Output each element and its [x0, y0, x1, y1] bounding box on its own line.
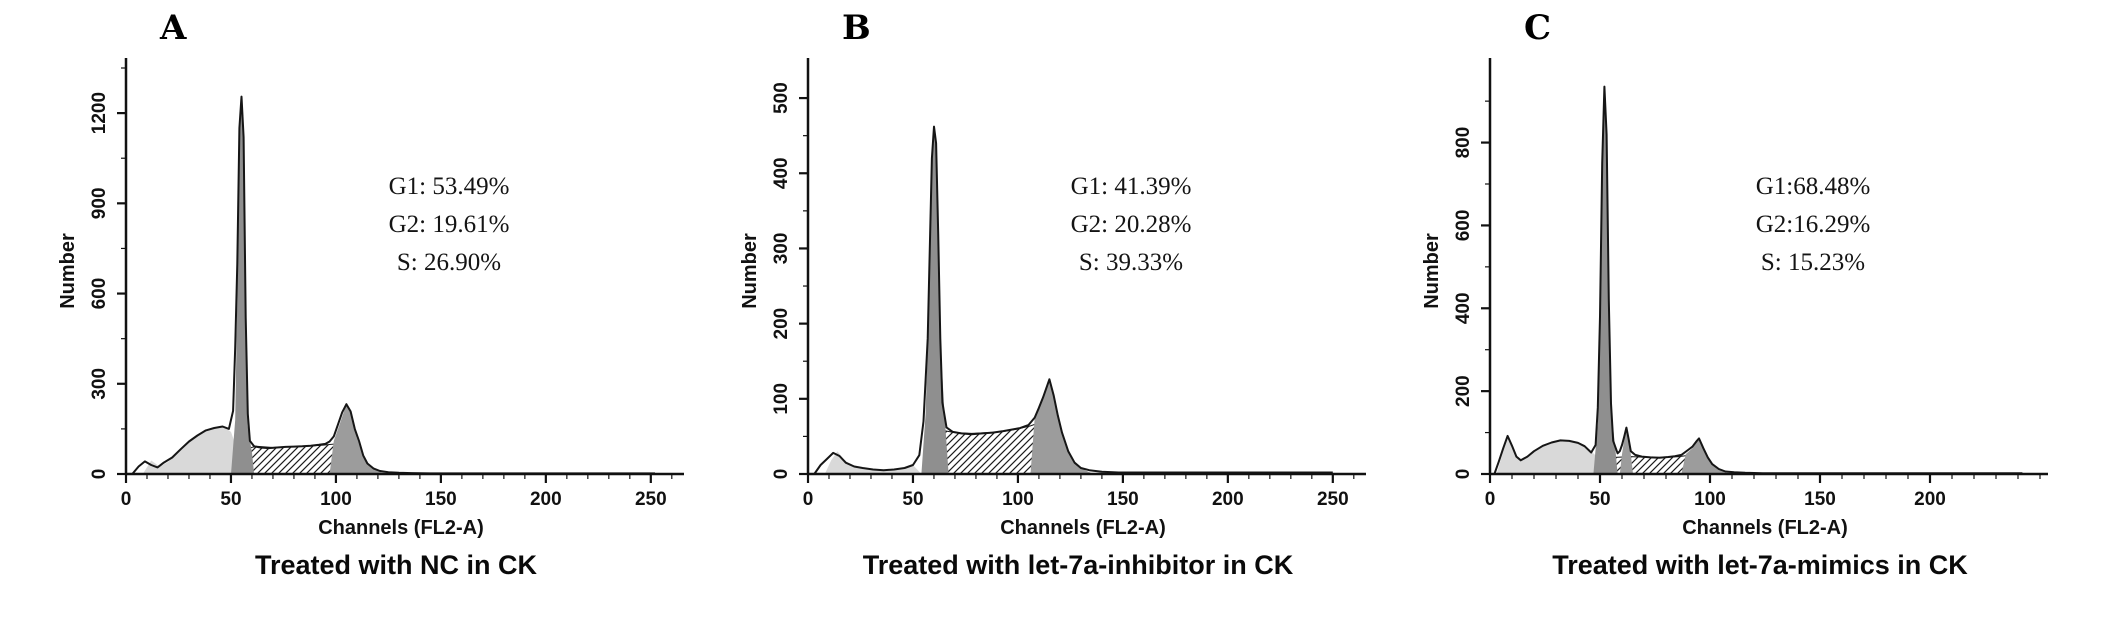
x-tick-label: 250: [1317, 489, 1349, 510]
y-tick-label: 400: [771, 157, 792, 189]
panel-b: B 0 50 100 150 200 250 0 100 200 300 400 500 Channel…: [730, 8, 1390, 581]
g2-stat: G2: 19.61%: [388, 211, 510, 238]
x-tick-label: 200: [1212, 489, 1244, 510]
x-tick-label: 250: [635, 489, 667, 510]
panel-c: C 0 50 100 150 200 0 200 400 600 800 Channels (FL2…: [1412, 8, 2072, 581]
minor-peak-region: [1619, 427, 1633, 474]
panel-a-caption: Treated with NC in CK: [254, 550, 538, 580]
y-tick-label: 200: [1453, 375, 1474, 407]
s-stat: S: 39.33%: [1078, 249, 1184, 276]
panel-b-label: B: [842, 8, 871, 48]
x-tick-label: 0: [121, 489, 132, 510]
y-tick-label: 0: [1453, 469, 1474, 480]
g1-peak-region: [231, 96, 255, 474]
y-tick-label: 800: [1453, 127, 1474, 159]
y-tick-label: 0: [89, 469, 110, 480]
g1-peak-region: [921, 126, 949, 474]
y-axis-label: Number: [739, 233, 761, 309]
g2-stat: G2: 20.28%: [1070, 211, 1192, 238]
x-tick-label: 150: [425, 489, 457, 510]
y-tick-label: 0: [771, 469, 792, 480]
x-tick-label: 200: [530, 489, 562, 510]
panel-c-plot-area: 0 50 100 150 200 0 200 400 600 800 Channels (FL2-A…: [1412, 46, 2052, 546]
g1-stat: G1: 53.49%: [388, 173, 510, 200]
panel-b-plot-area: 0 50 100 150 200 250 0 100 200 300 400 500 Channels …: [730, 46, 1370, 546]
s-phase-region: [941, 422, 1044, 475]
y-tick-label: 500: [771, 82, 792, 114]
y-tick-label: 300: [771, 233, 792, 265]
panel-c-label: C: [1524, 8, 1552, 48]
x-tick-label: 100: [1694, 489, 1726, 510]
s-stat: S: 15.23%: [1760, 249, 1866, 276]
histogram-trace: [813, 125, 1333, 475]
y-tick-label: 600: [1453, 210, 1474, 242]
x-tick-label: 200: [1914, 489, 1946, 510]
y-tick-label: 400: [1453, 292, 1474, 324]
x-tick-label: 150: [1107, 489, 1139, 510]
flow-cytometry-figure: A 0 50 100 150 200 250 0 300 600 900 1200 Channels …: [48, 8, 2072, 581]
x-tick-label: 50: [220, 489, 241, 510]
histogram-trace: [1493, 85, 2023, 475]
y-tick-label: 100: [771, 383, 792, 415]
g1-stat: G1:68.48%: [1755, 173, 1871, 200]
y-axis-label: Number: [1421, 233, 1443, 309]
x-tick-label: 50: [1589, 489, 1610, 510]
x-tick-label: 150: [1804, 489, 1836, 510]
flow-histogram-svg: 0 50 100 150 200 250 0 300 600 900 1200 Channels (F…: [57, 58, 684, 539]
panel-c-caption: Treated with let-7a-mimics in CK: [1552, 550, 1968, 580]
panel-b-caption: Treated with let-7a-inhibitor in CK: [862, 550, 1294, 580]
debris-region: [824, 451, 922, 474]
y-tick-label: 200: [771, 308, 792, 340]
panel-a-plot-area: 0 50 100 150 200 250 0 300 600 900 1200 Channels (F…: [48, 46, 688, 546]
panel-b-histogram-plot: 0 50 100 150 200 250 0 100 200 300 400 500 Channels …: [730, 46, 1370, 546]
flow-histogram-svg: 0 50 100 150 200 0 200 400 600 800 Channels (FL2-A…: [1421, 58, 2048, 539]
y-tick-label: 600: [89, 278, 110, 310]
panel-b-phase-stats: G1: 41.39% G2: 20.28% S: 39.33%: [1026, 168, 1236, 282]
debris-region: [142, 426, 244, 474]
g2-peak-region: [1030, 379, 1094, 474]
histogram-trace: [131, 95, 655, 475]
x-tick-label: 0: [803, 489, 814, 510]
y-tick-label: 900: [89, 187, 110, 219]
flow-histogram-svg: 0 50 100 150 200 250 0 100 200 300 400 500 Channels …: [739, 58, 1366, 539]
x-tick-label: 0: [1485, 489, 1496, 510]
panel-c-histogram-plot: 0 50 100 150 200 0 200 400 600 800 Channels (FL2-A…: [1412, 46, 2052, 546]
panel-a: A 0 50 100 150 200 250 0 300 600 900 1200 Channels …: [48, 8, 708, 581]
g2-stat: G2:16.29%: [1755, 211, 1871, 238]
y-axis-label: Number: [57, 233, 79, 309]
y-tick-label: 300: [89, 368, 110, 400]
x-axis-label: Channels (FL2-A): [1682, 517, 1848, 539]
panel-a-histogram-plot: 0 50 100 150 200 250 0 300 600 900 1200 Channels (F…: [48, 46, 688, 546]
g2-peak-region: [329, 404, 387, 474]
debris-region: [1496, 435, 1603, 474]
x-tick-label: 100: [1002, 489, 1034, 510]
x-tick-label: 50: [902, 489, 923, 510]
x-tick-label: 100: [320, 489, 352, 510]
g1-stat: G1: 41.39%: [1070, 173, 1192, 200]
panel-c-phase-stats: G1:68.48% G2:16.29% S: 15.23%: [1708, 168, 1918, 282]
panel-a-phase-stats: G1: 53.49% G2: 19.61% S: 26.90%: [344, 168, 554, 282]
x-axis-label: Channels (FL2-A): [1000, 517, 1166, 539]
g2-peak-region: [1681, 438, 1728, 474]
y-tick-label: 1200: [89, 92, 110, 134]
s-stat: S: 26.90%: [396, 249, 502, 276]
x-axis-label: Channels (FL2-A): [318, 517, 484, 539]
panel-a-label: A: [160, 8, 187, 48]
